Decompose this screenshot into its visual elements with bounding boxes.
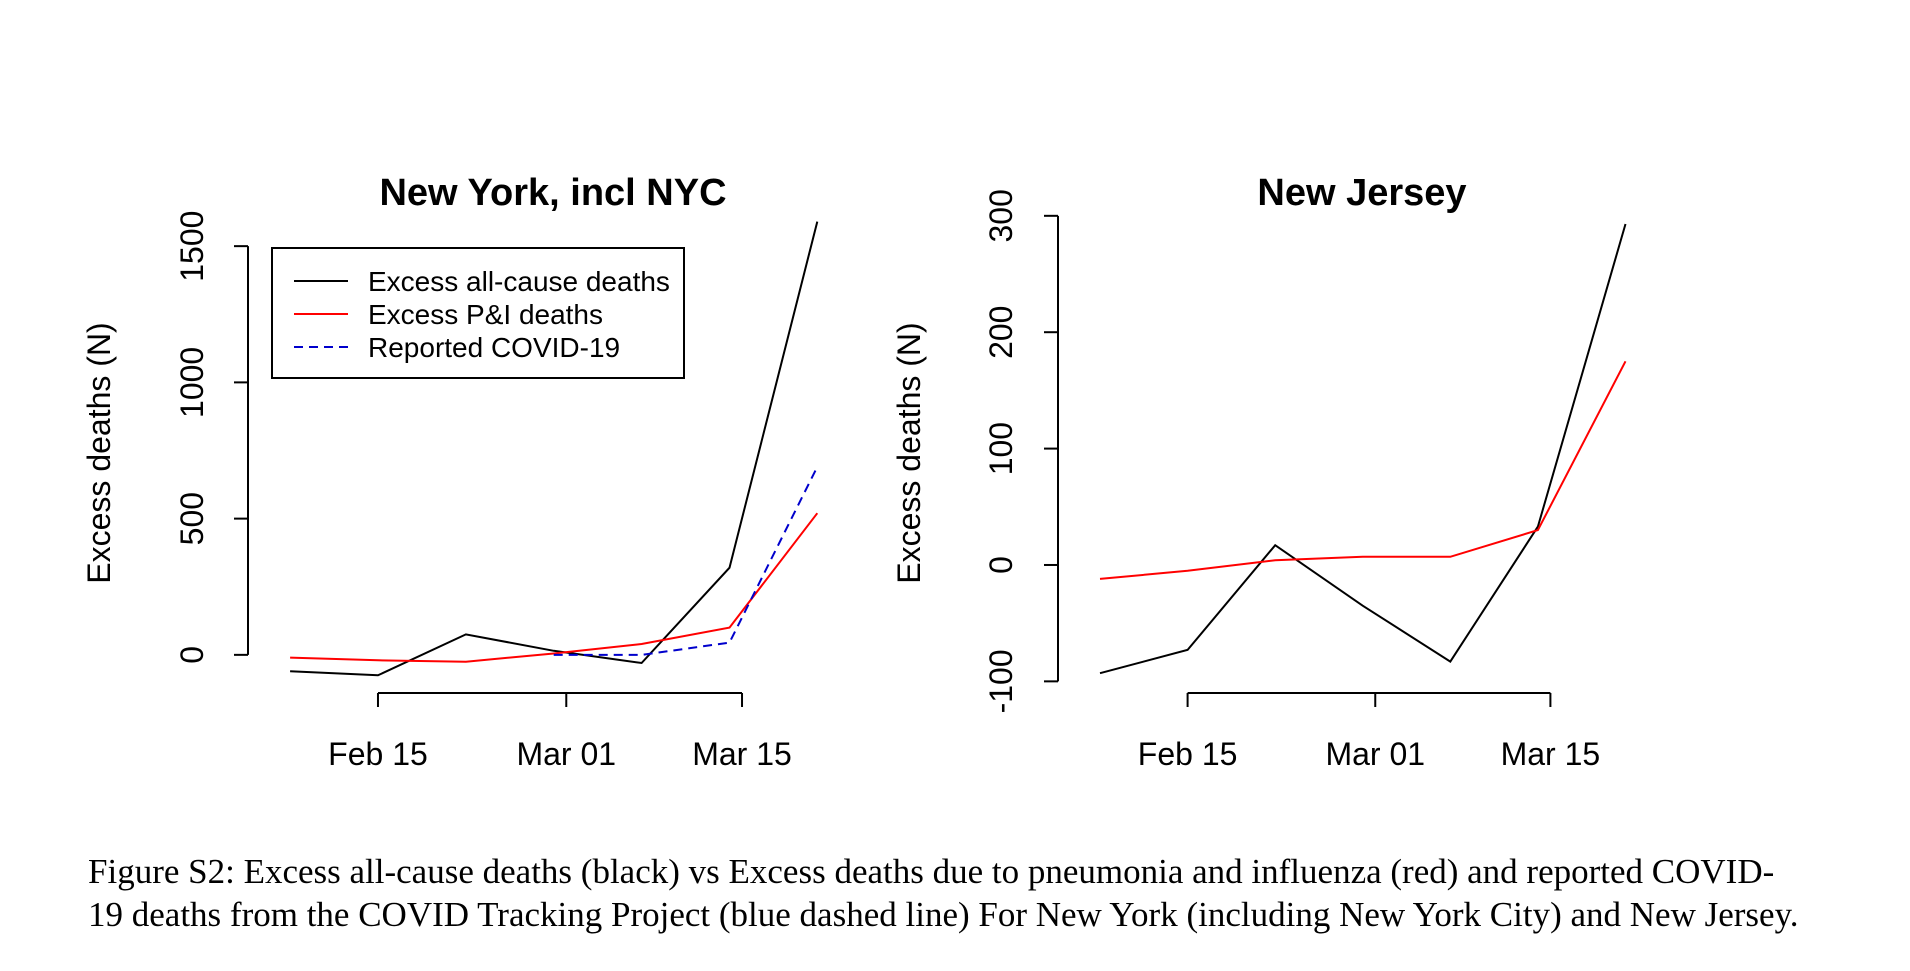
x-tick-label: Feb 15 bbox=[328, 736, 428, 772]
y-tick-label: 0 bbox=[983, 556, 1019, 574]
series-line-reported-covid-19 bbox=[553, 466, 819, 656]
series-line-excess-all-cause-deaths bbox=[290, 221, 819, 677]
y-axis-label: Excess deaths (N) bbox=[81, 322, 117, 583]
legend-entry-reported-covid-19: Reported COVID-19 bbox=[368, 332, 620, 363]
x-tick-label: Mar 01 bbox=[516, 736, 616, 772]
y-tick-label: 200 bbox=[983, 306, 1019, 359]
series-line-excess-p-i-deaths bbox=[290, 512, 819, 663]
plot-title: New Jersey bbox=[1257, 172, 1466, 214]
y-tick-label: 300 bbox=[983, 189, 1019, 242]
series-line-excess-p-i-deaths bbox=[1099, 360, 1627, 580]
x-tick-label: Mar 15 bbox=[692, 736, 792, 772]
series-line-excess-all-cause-deaths bbox=[1099, 223, 1627, 675]
plot-title: New York, incl NYC bbox=[379, 172, 726, 214]
y-tick-label: 100 bbox=[983, 422, 1019, 475]
y-tick-label: 1000 bbox=[174, 347, 210, 418]
x-tick-label: Mar 01 bbox=[1325, 736, 1425, 772]
y-tick-label: 1500 bbox=[174, 211, 210, 282]
x-tick-label: Feb 15 bbox=[1138, 736, 1238, 772]
y-axis-label: Excess deaths (N) bbox=[891, 322, 927, 583]
legend-entry-excess-all-cause-deaths: Excess all-cause deaths bbox=[368, 266, 670, 297]
y-tick-label: -100 bbox=[983, 649, 1019, 713]
x-tick-label: Mar 15 bbox=[1501, 736, 1601, 772]
y-tick-label: 500 bbox=[174, 492, 210, 545]
panel-new-york: New York, incl NYC 0 500 1000 1500 Feb 15 Mar … bbox=[81, 172, 819, 772]
panel-new-jersey: New Jersey -100 0 100 200 300 Feb 15 Mar 01 Mar … bbox=[891, 172, 1627, 772]
legend-entry-excess-p-i-deaths: Excess P&I deaths bbox=[368, 299, 603, 330]
figure-caption: Figure S2: Excess all-cause deaths (blac… bbox=[88, 852, 1799, 934]
y-tick-label: 0 bbox=[174, 646, 210, 664]
